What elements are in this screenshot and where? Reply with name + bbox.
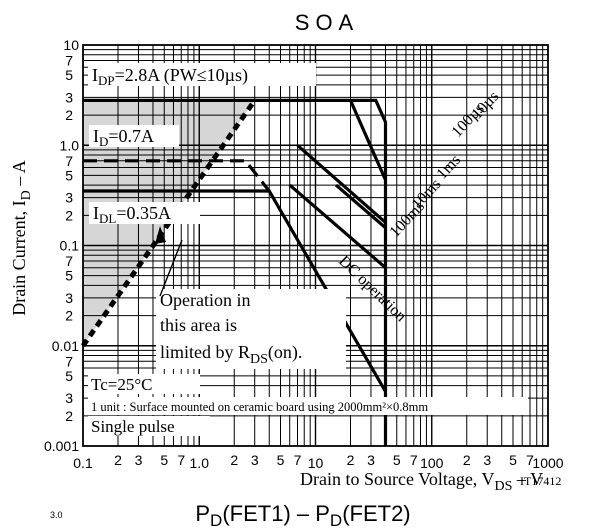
x-minor-tick-label: 7 (410, 452, 418, 468)
x-minor-tick-label: 3 (251, 452, 259, 468)
y-minor-tick-label: 3 (65, 290, 73, 306)
idp-label: IDP=2.8A (PW≤10µs) (92, 65, 248, 88)
x-minor-tick-label: 3 (483, 452, 491, 468)
x-minor-tick-label: 7 (294, 452, 302, 468)
x-minor-tick-label: 5 (509, 452, 517, 468)
pulse-label: Single pulse (91, 417, 175, 436)
x-tick-label: 1.0 (190, 455, 210, 471)
operation-note-line1: Operation in (160, 290, 250, 310)
x-minor-tick-label: 7 (177, 452, 185, 468)
idp-label-bg (88, 63, 316, 86)
operation-note-line3-sub: DS (250, 352, 268, 367)
series-line-1ms (296, 144, 387, 224)
series-line-10-s (83, 98, 388, 446)
operation-arrow (159, 239, 183, 297)
idl-label-bg (89, 202, 200, 224)
idl-label-sub: DL (99, 211, 116, 226)
series-line-i-d-0-7a (83, 159, 271, 192)
footer-title-sub1: D (210, 511, 222, 530)
footer-axis-value: 3.0 (50, 510, 63, 520)
unit-label: 1 unit : Surface mounted on ceramic boar… (91, 400, 428, 414)
id-label: ID=0.7A (93, 126, 154, 149)
y-minor-tick-label: 2 (65, 408, 73, 424)
plot-frame (82, 44, 549, 447)
y-minor-tick-label: 3 (65, 89, 73, 105)
y-axis-title-main: Drain Current, I (9, 200, 29, 315)
y-minor-tick-label: 2 (65, 107, 73, 123)
y-minor-tick-label: 5 (65, 167, 73, 183)
x-axis-title-sub: DS (494, 479, 512, 494)
operation-note-line2: this area is (160, 315, 237, 335)
operation-note-line3: limited by RDS(on). (160, 342, 302, 367)
y-minor-tick-label: 2 (65, 207, 73, 223)
y-minor-tick-label: 2 (65, 308, 73, 324)
x-minor-tick-label: 5 (160, 452, 168, 468)
x-minor-tick-label: 5 (393, 452, 401, 468)
idl-label: IDL=0.35A (93, 203, 171, 226)
footer-title-main: P (195, 501, 210, 526)
operation-note-line3-main: limited by R (160, 342, 250, 362)
y-minor-tick-label: 7 (65, 353, 73, 369)
figure-code: IT17412 (520, 474, 561, 488)
x-minor-tick-label: 2 (114, 452, 122, 468)
y-minor-tick-label: 7 (65, 53, 73, 69)
series-line-100ms (288, 183, 387, 269)
y-tick-label: 0.001 (44, 438, 79, 454)
id-label-bg (89, 125, 179, 147)
y-tick-label: 1.0 (60, 137, 80, 153)
id-label-rest: =0.7A (108, 126, 154, 146)
y-axis-title-sub: D (19, 190, 34, 200)
x-minor-tick-label: 3 (135, 452, 143, 468)
series-line-10ms (334, 183, 387, 230)
footer-title: PD(FET1) – PD(FET2) (195, 501, 410, 530)
x-minor-tick-label: 2 (347, 452, 355, 468)
unit-label-bg (88, 397, 528, 415)
y-tick-label: 10 (63, 37, 79, 53)
x-minor-tick-label: 2 (230, 452, 238, 468)
pulse-label-bg (88, 416, 210, 436)
id-label-main: I (93, 126, 99, 146)
x-tick-label: 10 (308, 455, 324, 471)
x-tick-label: 0.1 (73, 455, 93, 471)
idp-label-sub: DP (98, 73, 115, 88)
y-tick-label: 0.01 (52, 338, 79, 354)
y-axis-title-tail: – A (9, 160, 29, 190)
y-minor-tick-label: 3 (65, 190, 73, 206)
y-minor-tick-label: 5 (65, 368, 73, 384)
y-minor-tick-label: 5 (65, 268, 73, 284)
y-minor-tick-label: 3 (65, 390, 73, 406)
footer-title-mid2: (FET2) (342, 501, 410, 526)
x-axis-title-main: Drain to Source Voltage, V (300, 469, 494, 489)
y-tick-label: 0.1 (60, 238, 80, 254)
idl-label-rest: =0.35A (116, 203, 171, 223)
footer-title-mid1: (FET1) – P (222, 501, 330, 526)
operation-note-line3-tail: (on). (268, 342, 303, 363)
x-tick-label: 100 (420, 455, 444, 471)
tc-label-bg (88, 374, 200, 394)
tc-label: Tc=25°C (91, 375, 152, 394)
operation-arrow-head (155, 226, 166, 244)
y-minor-tick-label: 7 (65, 253, 73, 269)
idp-label-main: I (92, 65, 98, 85)
x-minor-tick-label: 5 (277, 452, 285, 468)
id-label-sub: D (99, 134, 108, 149)
y-axis-title: Drain Current, ID – A (9, 160, 34, 316)
x-axis-title: Drain to Source Voltage, VDS – V (300, 469, 543, 494)
y-minor-tick-label: 7 (65, 153, 73, 169)
x-axis-title-tail: – V (512, 469, 543, 489)
idl-label-main: I (93, 203, 99, 223)
y-minor-tick-label: 5 (65, 67, 73, 83)
x-tick-label: 1000 (532, 455, 563, 471)
chart-title: SOA (295, 10, 359, 35)
operation-note-bg (156, 289, 346, 369)
idp-label-rest: =2.8A (PW≤10µs) (115, 65, 248, 86)
x-minor-tick-label: 2 (463, 452, 471, 468)
footer-title-sub2: D (330, 511, 342, 530)
x-minor-tick-label: 3 (367, 452, 375, 468)
series-line-100-s (349, 99, 387, 181)
x-minor-tick-label: 7 (526, 452, 534, 468)
